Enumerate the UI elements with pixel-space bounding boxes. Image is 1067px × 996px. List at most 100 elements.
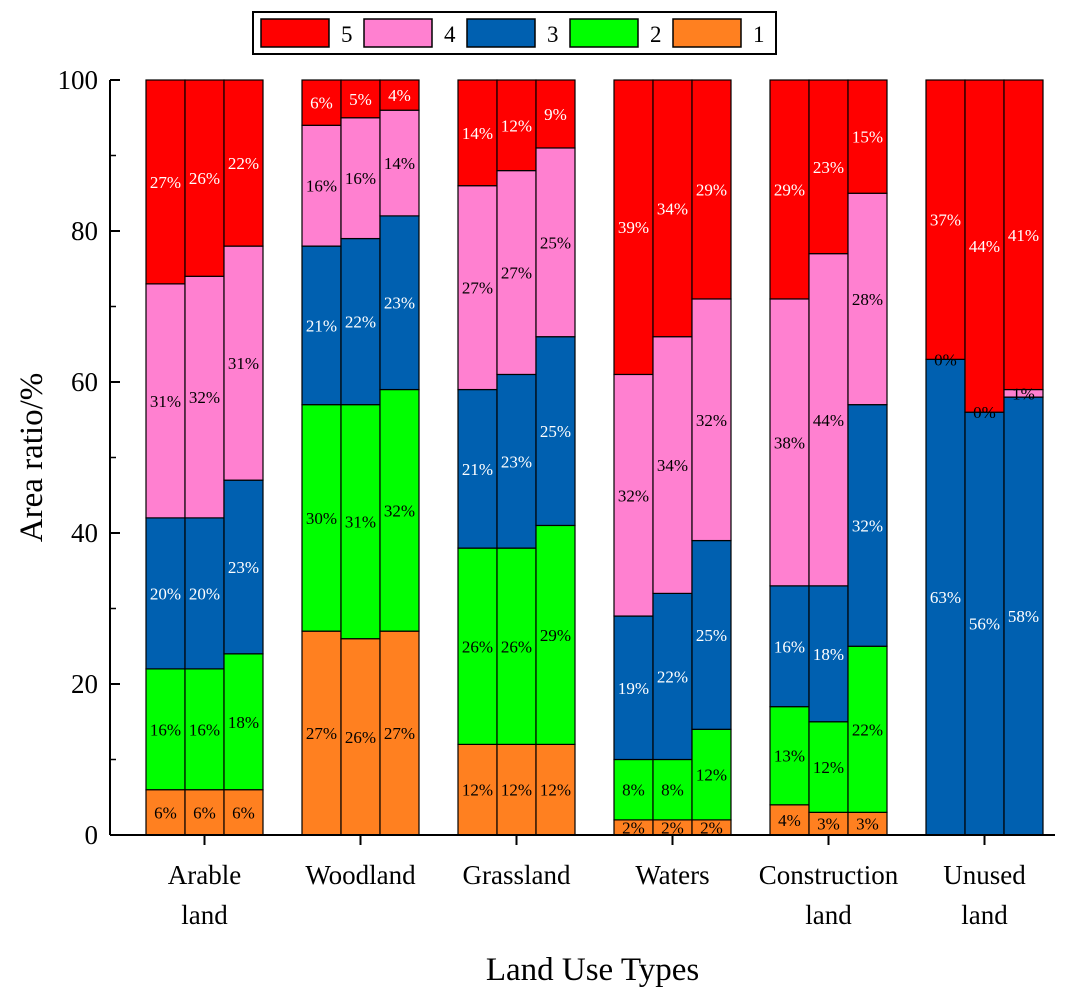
y-tick-label: 0 [85,820,99,850]
legend-swatch-1 [672,18,742,48]
x-category-label: Arable [168,860,241,890]
bar-data-label: 21% [306,316,337,335]
bar-segment-series-4-bar-14 [808,253,849,587]
bar-data-label: 4% [778,811,801,830]
bar-segment-series-5-bar-15 [847,79,888,194]
bar-segment-series-4-bar-2 [184,275,225,519]
bar-data-label: 6% [232,803,255,822]
bar-segment-series-3-bar-10 [613,615,654,761]
x-category-label: Construction [759,860,899,890]
bar-segment-series-2-bar-12 [691,728,732,821]
bar-segment-series-1-bar-1 [145,789,186,836]
y-tick-label: 20 [71,669,98,699]
bar-segment-series-2-bar-11 [652,758,693,821]
data-labels-layer: 6% 16% 20% 31% 27% 6% 16% 20% 32% 26% 6% 18% 23% 31% 2… [150,86,1039,837]
bar-data-label: 29% [774,180,805,199]
bar-data-label: 8% [622,781,645,800]
bar-segment-series-2-bar-1 [145,668,186,791]
bar-data-label: 31% [150,392,181,411]
bar-segment-series-2-bar-9 [535,524,576,746]
bar-data-label: 12% [540,781,571,800]
bar-data-label: 23% [813,158,844,177]
bar-data-label: 15% [852,128,883,147]
bar-segment-series-3-bar-5 [340,237,381,406]
bar-segment-series-5-bar-16 [925,79,966,360]
x-category-label: land [961,900,1008,930]
bar-data-label: 27% [462,279,493,298]
legend-swatch-4 [363,18,433,48]
bar-segment-series-5-bar-4 [301,79,342,126]
bar-data-label: 34% [657,456,688,475]
bar-data-label: 32% [618,486,649,505]
bar-segment-series-3-bar-11 [652,592,693,761]
bar-data-label: 63% [930,588,961,607]
bar-segment-series-2-bar-6 [379,388,420,632]
bar-data-label: 5% [349,90,372,109]
bar-segment-series-2-bar-4 [301,404,342,632]
bar-segment-series-1-bar-6 [379,630,420,836]
bar-data-label: 14% [462,124,493,143]
bar-data-label: 19% [618,679,649,698]
bar-data-label: 3% [856,815,879,834]
bar-data-label: 0% [934,350,957,369]
bar-segment-series-2-bar-2 [184,668,225,791]
bar-data-label: 26% [189,169,220,188]
bar-data-label: 37% [930,211,961,230]
bar-data-label: 31% [345,513,376,532]
bar-data-label: 18% [813,645,844,664]
bar-data-label: 8% [661,781,684,800]
bar-segment-series-1-bar-8 [496,743,537,836]
bar-data-label: 25% [696,626,727,645]
bar-data-label: 26% [462,637,493,656]
y-tick-label: 60 [71,367,98,397]
bar-data-label: 30% [306,509,337,528]
bar-segment-series-5-bar-5 [340,79,381,119]
bar-segment-series-5-bar-18 [1003,79,1044,391]
bar-segment-series-5-bar-12 [691,79,732,300]
bar-data-label: 16% [345,169,376,188]
legend-label-4: 4 [444,22,456,47]
bar-data-label: 31% [228,354,259,373]
bar-segment-series-5-bar-3 [223,79,264,247]
bar-data-label: 39% [618,218,649,237]
bar-segment-series-5-bar-14 [808,79,849,255]
y-axis-title: Area ratio/% [14,373,50,543]
bar-segment-series-3-bar-4 [301,245,342,406]
bar-segment-series-5-bar-9 [535,79,576,149]
bar-segment-series-2-bar-13 [769,706,810,806]
x-category-label: land [181,900,228,930]
bar-data-label: 23% [228,558,259,577]
bar-data-label: 27% [306,724,337,743]
bar-data-label: 16% [150,720,181,739]
bar-segment-series-5-bar-7 [457,79,498,187]
bar-data-label: 25% [540,422,571,441]
bar-data-label: 32% [696,411,727,430]
bar-data-label: 16% [306,177,337,196]
bar-segment-series-5-bar-17 [964,79,1005,413]
legend-swatch-5 [260,18,330,48]
bar-segment-series-3-bar-18 [1003,396,1044,836]
bar-segment-series-1-bar-2 [184,789,225,836]
bars-layer [145,79,1044,836]
bar-data-label: 12% [696,766,727,785]
bar-segment-series-2-bar-3 [223,653,264,791]
bar-data-label: 34% [657,199,688,218]
bar-data-label: 6% [154,803,177,822]
x-axis-title: Land Use Types [486,952,699,988]
bar-data-label: 13% [774,747,805,766]
bar-segment-series-1-bar-4 [301,630,342,836]
bar-data-label: 12% [462,781,493,800]
bar-data-label: 16% [189,720,220,739]
bar-data-label: 22% [345,313,376,332]
bar-segment-series-4-bar-11 [652,336,693,595]
bar-data-label: 29% [696,180,727,199]
bar-data-label: 27% [384,724,415,743]
bar-data-label: 25% [540,233,571,252]
bar-segment-series-5-bar-8 [496,79,537,172]
bar-data-label: 28% [852,290,883,309]
bar-data-label: 26% [345,728,376,747]
y-tick-label: 80 [71,216,98,246]
bar-data-label: 4% [388,86,411,105]
bar-data-label: 22% [852,720,883,739]
